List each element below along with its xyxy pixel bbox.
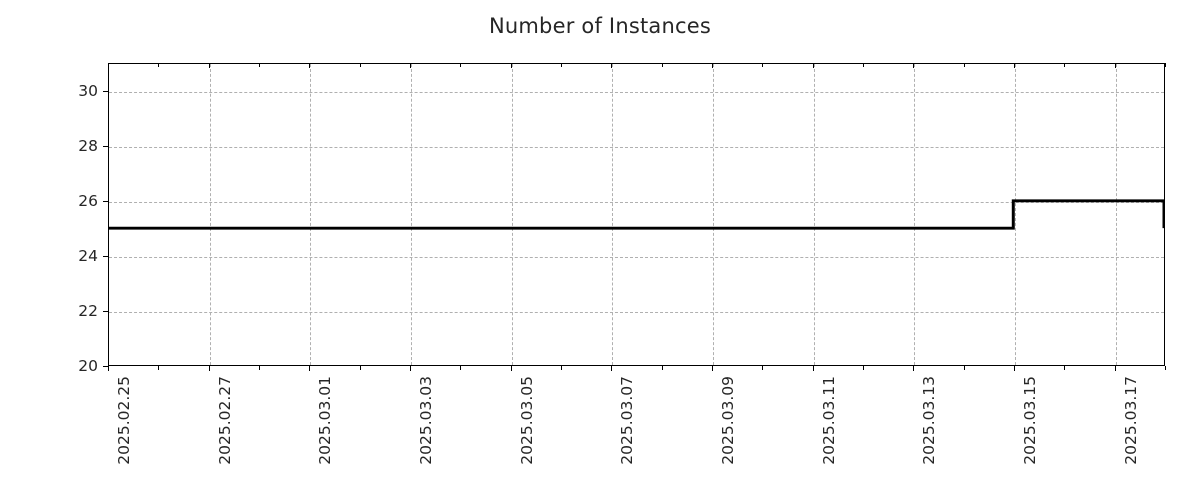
x-tick-label-text: 2025.03.11	[819, 376, 838, 465]
x-tick-mark	[410, 63, 411, 68]
gridline-vertical	[612, 64, 614, 365]
x-tick-mark	[158, 366, 160, 370]
y-tick-mark	[103, 90, 108, 92]
x-tick-mark	[611, 63, 613, 68]
y-tick-mark	[103, 310, 108, 312]
gridline-horizontal	[109, 91, 1164, 93]
x-tick-mark	[712, 366, 713, 371]
x-tick-mark	[561, 63, 562, 67]
y-tick-label: 24	[78, 246, 98, 265]
y-tick-label: 22	[78, 301, 98, 320]
x-tick-label-text: 2025.03.01	[316, 376, 335, 465]
x-tick-mark	[913, 366, 915, 371]
x-tick-mark	[863, 366, 864, 370]
data-series-line	[109, 199, 1164, 230]
x-tick-mark	[712, 63, 713, 68]
y-tick-label: 26	[78, 191, 98, 210]
x-tick-mark	[158, 63, 160, 67]
x-tick-label-text: 2025.03.05	[517, 376, 536, 465]
x-tick-mark	[963, 63, 965, 67]
gridline-vertical	[411, 64, 412, 365]
x-tick-mark	[661, 63, 663, 67]
x-tick-mark	[913, 63, 915, 68]
x-tick-mark	[863, 63, 864, 67]
x-tick-mark	[661, 366, 663, 370]
y-tick-mark	[103, 200, 108, 202]
x-tick-mark	[1064, 63, 1066, 67]
x-tick-mark	[510, 63, 512, 68]
gridline-horizontal	[109, 256, 1164, 258]
x-tick-mark	[1064, 366, 1066, 370]
x-tick-label-text: 2025.02.27	[215, 376, 234, 465]
gridline-vertical	[1115, 64, 1117, 365]
x-tick-mark	[208, 63, 210, 68]
x-tick-mark	[208, 366, 210, 371]
x-tick-label-text: 2025.03.13	[920, 376, 939, 465]
x-tick-mark	[309, 63, 311, 68]
y-tick-label: 20	[78, 357, 98, 375]
x-tick-mark	[460, 63, 462, 67]
gridline-horizontal	[109, 146, 1164, 148]
gridline-vertical	[914, 64, 916, 365]
y-tick-mark	[103, 255, 108, 257]
gridline-horizontal	[109, 201, 1164, 203]
plot-inner	[109, 64, 1164, 365]
x-tick-mark	[460, 366, 462, 370]
x-tick-mark	[359, 63, 361, 67]
chart-title: Number of Instances	[488, 14, 711, 38]
x-tick-mark	[510, 366, 512, 371]
x-tick-mark	[762, 63, 764, 67]
gridline-vertical	[1015, 64, 1016, 365]
x-tick-mark	[1114, 63, 1116, 68]
gridline-vertical	[511, 64, 513, 365]
gridline-vertical	[310, 64, 312, 365]
x-tick-mark	[309, 366, 311, 371]
x-tick-mark	[1014, 366, 1015, 371]
y-tick-mark	[103, 366, 108, 367]
x-tick-mark	[1165, 366, 1166, 370]
x-tick-mark	[359, 366, 361, 370]
x-tick-mark	[1165, 63, 1166, 67]
x-tick-mark	[812, 63, 814, 68]
x-tick-mark	[1014, 63, 1015, 68]
x-tick-label-text: 2025.03.17	[1121, 376, 1140, 465]
y-tick-mark	[103, 145, 108, 147]
x-tick-mark	[812, 366, 814, 371]
x-tick-label-text: 2025.03.15	[1021, 376, 1039, 465]
x-tick-label-text: 2025.03.03	[417, 376, 435, 465]
x-tick-mark	[259, 366, 260, 370]
plot-area	[108, 63, 1165, 366]
x-tick-mark	[963, 366, 965, 370]
x-tick-mark	[611, 366, 613, 371]
gridline-vertical	[209, 64, 211, 365]
y-tick-label: 30	[78, 81, 98, 100]
x-tick-mark	[108, 63, 109, 68]
gridline-horizontal	[109, 311, 1164, 313]
x-tick-label-text: 2025.03.09	[719, 376, 737, 465]
x-tick-mark	[762, 366, 764, 370]
x-tick-mark	[561, 366, 562, 370]
x-tick-mark	[259, 63, 260, 67]
x-tick-mark	[108, 366, 109, 371]
x-tick-mark	[1114, 366, 1116, 371]
x-tick-mark	[410, 366, 411, 371]
y-tick-label: 28	[78, 136, 98, 155]
x-tick-label-text: 2025.02.25	[115, 376, 133, 465]
x-tick-label-text: 2025.03.07	[618, 376, 637, 465]
gridline-vertical	[813, 64, 815, 365]
gridline-vertical	[713, 64, 714, 365]
